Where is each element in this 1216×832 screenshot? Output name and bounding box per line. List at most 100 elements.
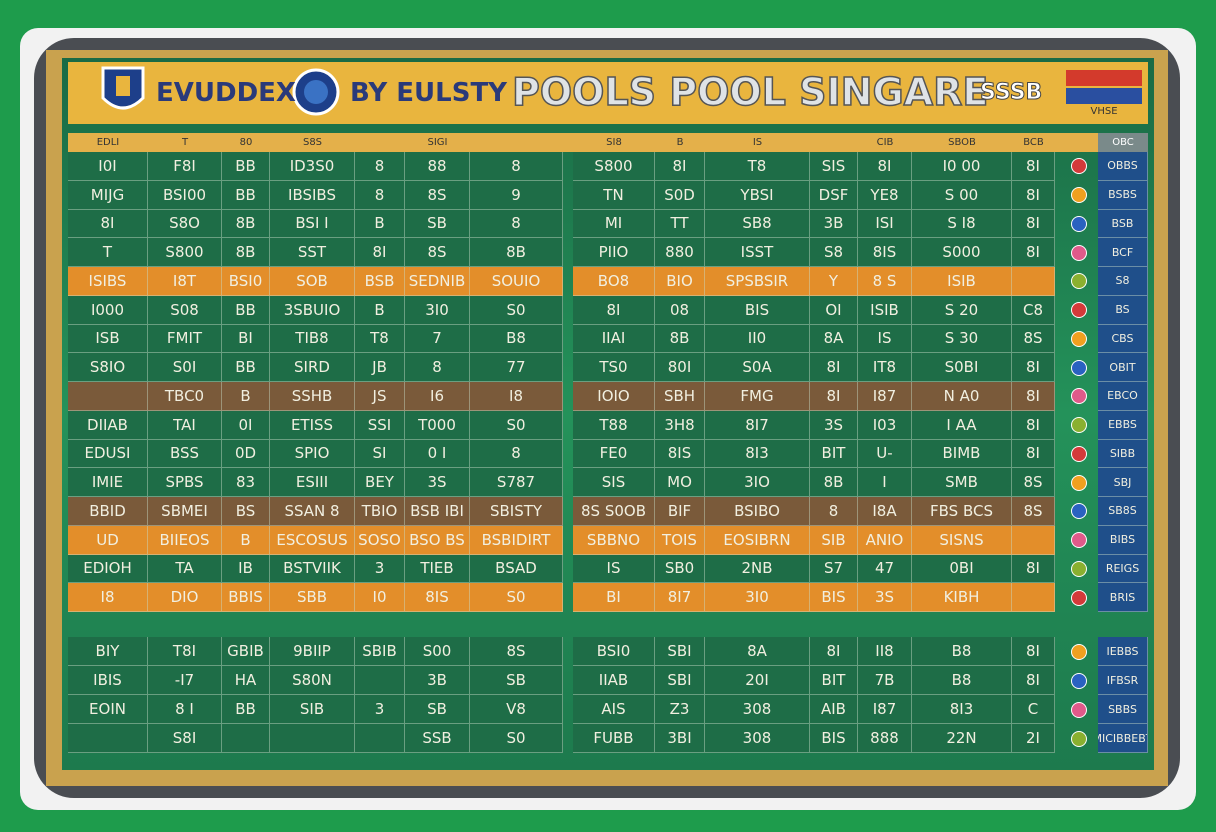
cell: SIB — [270, 695, 355, 724]
cell: Z3 — [655, 695, 705, 724]
cell: BIIEOS — [148, 525, 222, 555]
cell: II0 — [705, 324, 810, 354]
cell: FMG — [705, 382, 810, 411]
cell: DSF — [810, 180, 858, 210]
cell: 3S — [810, 410, 858, 440]
status-dot — [1071, 730, 1087, 747]
cell: S0 — [470, 583, 563, 612]
status-dot — [1071, 158, 1087, 175]
cell — [68, 382, 148, 411]
status-dot — [1071, 474, 1087, 491]
cell: BSB — [355, 267, 405, 296]
status-dot — [1071, 359, 1087, 376]
cell: IS — [858, 324, 912, 354]
cell: SEDNIB — [405, 267, 470, 296]
cell: 3I0 — [705, 583, 810, 612]
cell: UD — [68, 525, 148, 555]
cell: TAI — [148, 410, 222, 440]
status-dot — [1071, 388, 1087, 405]
cell: B — [355, 209, 405, 239]
cell: SB — [405, 209, 470, 239]
column-header: SI8 — [606, 137, 622, 148]
status-dot — [1071, 187, 1087, 204]
cell: IBSIBS — [270, 180, 355, 210]
cell: 8I — [1012, 554, 1055, 584]
cell: 308 — [705, 695, 810, 724]
cell: Y — [810, 267, 858, 296]
cell: 880 — [655, 238, 705, 267]
cell: TT — [655, 209, 705, 239]
cell: SST — [270, 238, 355, 267]
cell: 8I — [858, 152, 912, 181]
cell: BSI I — [270, 209, 355, 239]
cell: BIT — [810, 439, 858, 469]
cell — [355, 724, 405, 753]
cell: ISI — [858, 209, 912, 239]
cell: 80I — [655, 353, 705, 382]
status-dot — [1071, 701, 1087, 718]
cell: 9BIIP — [270, 637, 355, 666]
cell: T8 — [705, 152, 810, 181]
side-label: BRIS — [1098, 583, 1148, 612]
side-label: REIGS — [1098, 554, 1148, 584]
cell: S787 — [470, 468, 563, 497]
side-label: BS — [1098, 295, 1148, 325]
cell: 8 S — [858, 267, 912, 296]
cell: S800 — [573, 152, 655, 181]
cell: MO — [655, 468, 705, 497]
cell: TBIO — [355, 497, 405, 526]
cell: YE8 — [858, 180, 912, 210]
cell: OI — [810, 295, 858, 325]
cell: I03 — [858, 410, 912, 440]
cell: IMIE — [68, 468, 148, 497]
cell: 0D — [222, 439, 270, 469]
cell: BB — [222, 695, 270, 724]
cell: TA — [148, 554, 222, 584]
cell: SPBS — [148, 468, 222, 497]
cell: TN — [573, 180, 655, 210]
cell: 8IS — [655, 439, 705, 469]
cell: BSS — [148, 439, 222, 469]
cell: SBI — [655, 637, 705, 666]
column-header: B — [676, 137, 684, 148]
cell: 0BI — [912, 554, 1012, 584]
cell: SBIB — [355, 637, 405, 666]
cell: N A0 — [912, 382, 1012, 411]
cell: T000 — [405, 410, 470, 440]
cell: 8I — [1012, 666, 1055, 695]
cell: 308 — [705, 724, 810, 753]
side-header: OBC — [1098, 133, 1148, 152]
cell: T88 — [573, 410, 655, 440]
cell: B8 — [912, 637, 1012, 666]
cell: I6 — [405, 382, 470, 411]
side-label: SB8S — [1098, 497, 1148, 526]
byline: BY EULSTY — [350, 78, 508, 108]
cell: SIS — [810, 152, 858, 181]
cell: SPIO — [270, 439, 355, 469]
cell: BSI0 — [573, 637, 655, 666]
cell: I0I — [68, 152, 148, 181]
cell: S8O — [148, 209, 222, 239]
cell: BSB IBI — [405, 497, 470, 526]
cell: V8 — [470, 695, 563, 724]
cell: BSAD — [470, 554, 563, 584]
side-label: S8 — [1098, 267, 1148, 296]
side-label: BSB — [1098, 209, 1148, 239]
cell: 22N — [912, 724, 1012, 753]
cell: 3 — [355, 695, 405, 724]
cell: JB — [355, 353, 405, 382]
cell: FUBB — [573, 724, 655, 753]
cell: S00 — [405, 637, 470, 666]
cell: 3B — [405, 666, 470, 695]
cell: YBSI — [705, 180, 810, 210]
status-dot — [1071, 302, 1087, 319]
cell: TIB8 — [270, 324, 355, 354]
cell: DIIAB — [68, 410, 148, 440]
cell: 8S S0OB — [573, 497, 655, 526]
cell: 8I — [810, 353, 858, 382]
cell: 8S — [1012, 324, 1055, 354]
cell: S I8 — [912, 209, 1012, 239]
column-header: IS — [752, 137, 763, 148]
side-label: EBCO — [1098, 382, 1148, 411]
cell: BB — [222, 353, 270, 382]
